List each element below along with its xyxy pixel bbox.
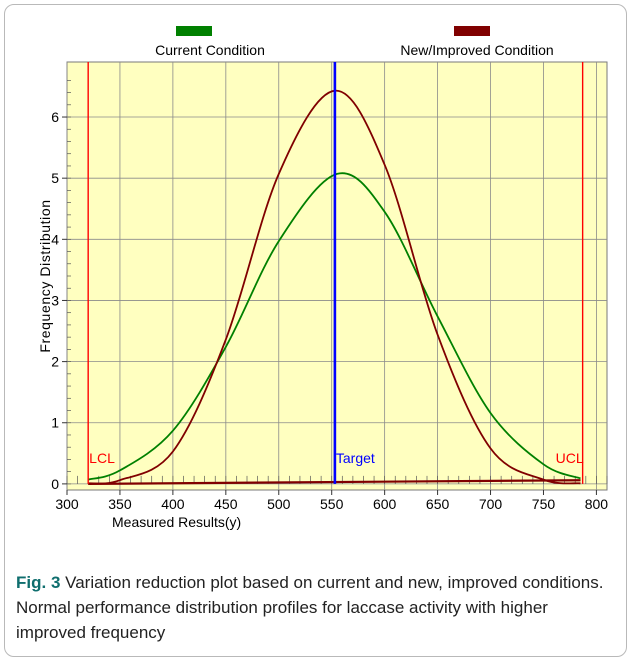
plot-area: [66, 61, 608, 491]
x-axis-label: Measured Results(y): [112, 514, 241, 530]
x-tick-label: 550: [320, 496, 344, 512]
legend: Current Condition New/Improved Condition: [155, 26, 554, 58]
legend-label-1: New/Improved Condition: [400, 42, 553, 58]
figure-caption: Fig. 3 Variation reduction plot based on…: [16, 570, 620, 645]
y-tick-label: 6: [51, 109, 59, 125]
y-tick-label: 2: [51, 354, 59, 370]
x-tick-label: 800: [585, 496, 609, 512]
y-tick-label: 0: [51, 476, 59, 492]
x-tick-label: 300: [55, 496, 79, 512]
caption-text: Variation reduction plot based on curren…: [16, 573, 604, 642]
x-tick-label: 750: [532, 496, 556, 512]
ref-label-ucl: UCL: [556, 450, 584, 466]
grid: [66, 62, 607, 490]
x-tick-label: 700: [479, 496, 503, 512]
ref-label-target: Target: [336, 450, 375, 466]
y-axis-ticks: 0 1 2 3 4 5 6: [51, 109, 67, 492]
x-tick-label: 500: [267, 496, 291, 512]
x-tick-label: 600: [373, 496, 397, 512]
y-tick-label: 5: [51, 170, 59, 186]
series-line-0: [87, 172, 581, 481]
figure-label: Fig. 3: [16, 573, 61, 592]
ref-label-lcl: LCL: [89, 450, 115, 466]
y-tick-label: 3: [51, 292, 59, 308]
legend-swatch-1: [454, 26, 490, 36]
legend-label-0: Current Condition: [155, 42, 265, 58]
legend-swatch-0: [176, 26, 212, 36]
x-tick-label: 450: [214, 496, 238, 512]
x-axis-ticks: 300 350 400 450 500 550 600 650 700 750 800: [55, 490, 608, 512]
reference-lines: LCL Target UCL: [87, 62, 584, 484]
y-tick-label: 4: [51, 231, 59, 247]
x-tick-label: 650: [426, 496, 450, 512]
x-tick-label: 350: [108, 496, 132, 512]
x-tick-label: 400: [161, 496, 185, 512]
chart: Current Condition New/Improved Condition …: [37, 26, 608, 530]
y-tick-label: 1: [51, 415, 59, 431]
y-axis-label: Frequency Distribution: [37, 199, 53, 352]
